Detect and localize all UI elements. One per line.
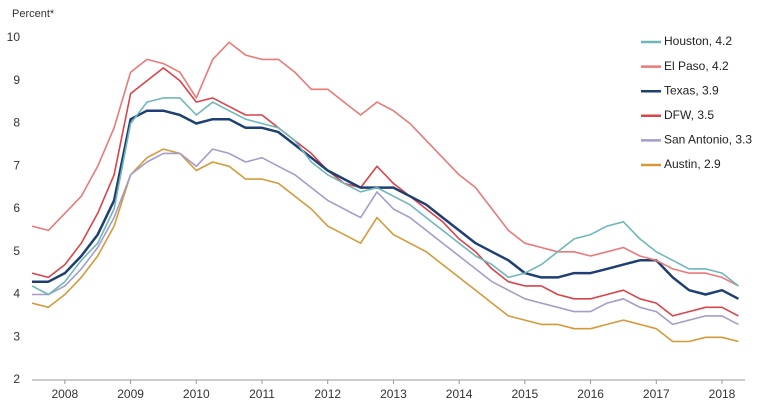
x-tick-label: 2013 xyxy=(380,387,407,401)
series-line xyxy=(32,109,739,300)
y-tick-label: 6 xyxy=(13,201,20,215)
y-tick-label: 10 xyxy=(7,30,21,44)
y-tick-label: 2 xyxy=(13,372,20,386)
x-tick-label: 2015 xyxy=(512,387,539,401)
y-tick-label: 4 xyxy=(13,287,20,301)
y-tick-label: 5 xyxy=(13,244,20,258)
y-tick-label: 3 xyxy=(13,329,20,343)
series-line xyxy=(31,148,739,343)
legend-label: Texas, 3.9 xyxy=(664,83,719,97)
x-tick-label: 2014 xyxy=(446,387,473,401)
series-line xyxy=(31,97,739,296)
legend-label: Houston, 4.2 xyxy=(664,34,732,48)
x-tick-label: 2008 xyxy=(52,387,79,401)
x-tick-label: 2018 xyxy=(709,387,736,401)
x-tick-label: 2009 xyxy=(117,387,144,401)
x-tick-label: 2017 xyxy=(643,387,670,401)
series-line xyxy=(31,67,739,317)
y-tick-label: 9 xyxy=(13,73,20,87)
legend-label: DFW, 3.5 xyxy=(664,108,714,122)
legend-label: San Antonio, 3.3 xyxy=(664,133,752,147)
legend-label: El Paso, 4.2 xyxy=(664,59,729,73)
y-tick-label: 8 xyxy=(13,116,20,130)
series-line xyxy=(31,41,739,287)
y-axis-label: Percent* xyxy=(12,8,55,20)
series-line xyxy=(32,148,739,326)
x-tick-label: 2012 xyxy=(314,387,341,401)
x-tick-label: 2010 xyxy=(183,387,210,401)
legend-box xyxy=(636,30,760,178)
legend-label: Austin, 2.9 xyxy=(664,157,721,171)
x-tick-label: 2011 xyxy=(249,387,275,401)
y-tick-label: 7 xyxy=(13,158,20,172)
x-tick-label: 2016 xyxy=(577,387,604,401)
legend: Houston, 4.2 El Paso, 4.2 Texas, 3.9 DFW, 3… xyxy=(636,30,760,178)
